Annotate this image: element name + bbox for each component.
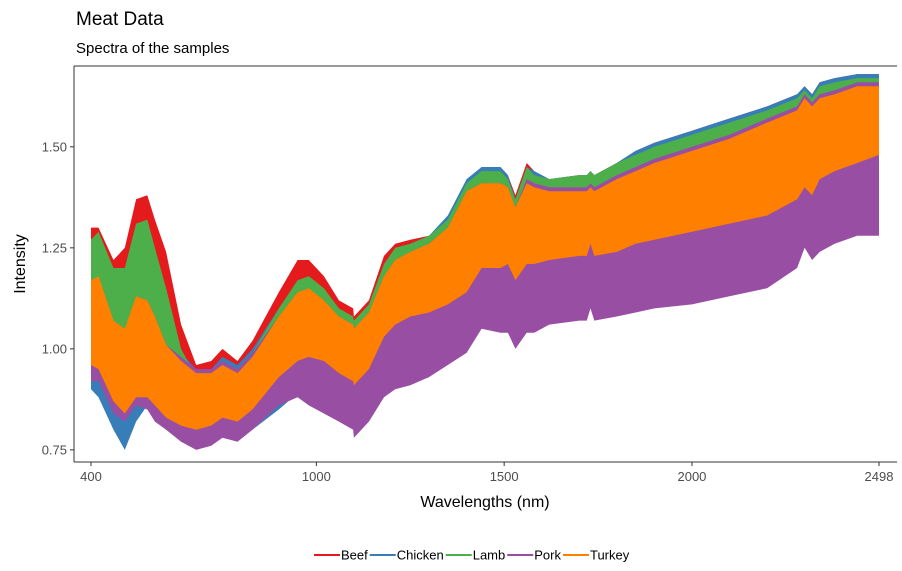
y-tick-label: 1.25 bbox=[42, 240, 67, 255]
x-axis-title: Wavelengths (nm) bbox=[420, 494, 549, 511]
legend-label-turkey: Turkey bbox=[590, 548, 630, 563]
x-tick-label: 2000 bbox=[677, 469, 706, 484]
legend-label-pork: Pork bbox=[534, 548, 561, 563]
x-tick-label: 2498 bbox=[865, 469, 894, 484]
legend: Beef Chicken Lamb Pork Turkey bbox=[314, 548, 630, 563]
x-ticks: 400 1000 1500 2000 2498 bbox=[80, 462, 893, 484]
y-tick-label: 1.50 bbox=[42, 139, 67, 154]
chart-subtitle: Spectra of the samples bbox=[76, 40, 229, 57]
series-area-turkey bbox=[91, 86, 879, 430]
x-tick-label: 1000 bbox=[302, 469, 331, 484]
x-tick-label: 400 bbox=[80, 469, 102, 484]
legend-label-chicken: Chicken bbox=[397, 548, 444, 563]
y-ticks: 0.75 1.00 1.25 1.50 bbox=[42, 139, 74, 457]
y-axis-title: Intensity bbox=[12, 234, 29, 294]
y-tick-label: 1.00 bbox=[42, 341, 67, 356]
legend-label-beef: Beef bbox=[341, 548, 368, 563]
x-tick-label: 1500 bbox=[490, 469, 519, 484]
y-tick-label: 0.75 bbox=[42, 442, 67, 457]
chart-title: Meat Data bbox=[76, 9, 164, 30]
legend-label-lamb: Lamb bbox=[473, 548, 506, 563]
series-layer bbox=[91, 74, 879, 450]
